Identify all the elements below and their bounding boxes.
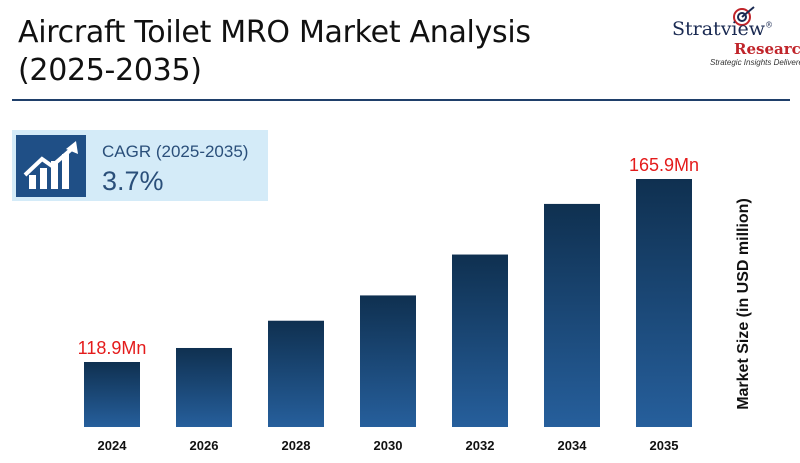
cagr-box: CAGR (2025-2035) 3.7% xyxy=(12,130,268,201)
bar-2034 xyxy=(544,203,600,427)
x-tick-2030: 2030 xyxy=(374,438,403,453)
data-label-2024: 118.9Mn xyxy=(78,338,147,358)
growth-chart-icon xyxy=(16,135,86,197)
y-axis-label: Market Size (in USD million) xyxy=(735,198,752,410)
stratview-logo: Stratview® Research Strategic Insights D… xyxy=(660,4,800,74)
bar-2026 xyxy=(176,347,232,427)
x-tick-2026: 2026 xyxy=(190,438,219,453)
bar-2032 xyxy=(452,254,508,427)
x-tick-2028: 2028 xyxy=(282,438,311,453)
bar-2035 xyxy=(636,179,692,427)
page-title: Aircraft Toilet MRO Market Analysis (202… xyxy=(18,15,531,88)
bar-2024 xyxy=(84,362,140,427)
x-tick-2035: 2035 xyxy=(650,438,679,453)
data-label-2035: 165.9Mn xyxy=(629,155,699,175)
bar-2028 xyxy=(268,320,324,427)
logo-name: Stratview® xyxy=(672,18,774,40)
target-arrow-icon xyxy=(733,6,755,26)
bar-2030 xyxy=(360,295,416,427)
cagr-label: CAGR (2025-2035) xyxy=(102,142,249,161)
logo-research: Research xyxy=(734,40,800,58)
logo-tagline: Strategic Insights Delivered xyxy=(710,58,800,67)
x-tick-2024: 2024 xyxy=(98,438,128,453)
x-tick-2032: 2032 xyxy=(466,438,495,453)
header-divider xyxy=(12,99,790,101)
x-tick-2034: 2034 xyxy=(558,438,588,453)
cagr-value: 3.7% xyxy=(102,166,164,196)
